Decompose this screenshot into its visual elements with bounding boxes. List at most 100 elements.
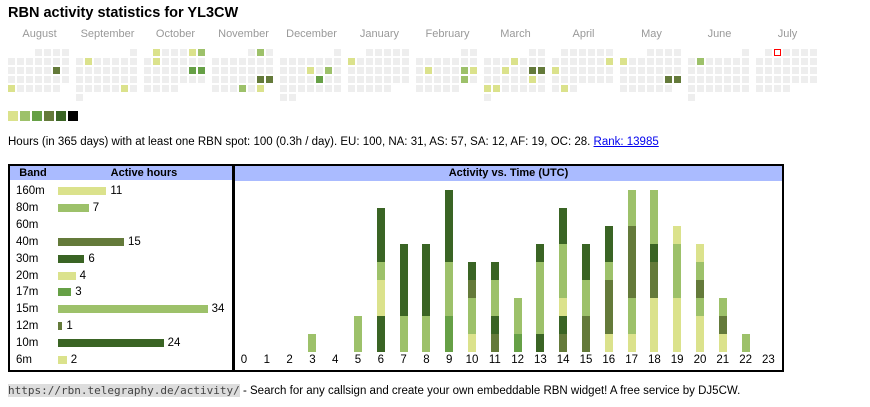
day-cell[interactable] — [257, 85, 264, 92]
day-cell[interactable] — [103, 67, 110, 74]
day-cell[interactable] — [511, 85, 518, 92]
day-cell[interactable] — [402, 58, 409, 65]
day-cell[interactable] — [792, 58, 799, 65]
day-cell[interactable] — [307, 58, 314, 65]
day-cell[interactable] — [130, 85, 137, 92]
day-cell[interactable] — [665, 49, 672, 56]
day-cell[interactable] — [53, 58, 60, 65]
day-cell[interactable] — [742, 49, 749, 56]
day-cell[interactable] — [783, 85, 790, 92]
day-cell[interactable] — [153, 49, 160, 56]
day-cell[interactable] — [248, 85, 255, 92]
day-cell[interactable] — [112, 67, 119, 74]
day-cell[interactable] — [8, 76, 15, 83]
day-cell[interactable] — [189, 67, 196, 74]
day-cell[interactable] — [8, 67, 15, 74]
day-cell[interactable] — [334, 49, 341, 56]
day-cell[interactable] — [620, 85, 627, 92]
day-cell[interactable] — [706, 85, 713, 92]
day-cell[interactable] — [130, 58, 137, 65]
day-cell[interactable] — [334, 76, 341, 83]
day-cell[interactable] — [53, 76, 60, 83]
day-cell[interactable] — [334, 58, 341, 65]
day-cell[interactable] — [384, 49, 391, 56]
day-cell[interactable] — [221, 76, 228, 83]
day-cell[interactable] — [520, 67, 527, 74]
day-cell[interactable] — [697, 67, 704, 74]
day-cell[interactable] — [552, 67, 559, 74]
day-cell[interactable] — [180, 49, 187, 56]
day-cell[interactable] — [484, 85, 491, 92]
day-cell[interactable] — [94, 58, 101, 65]
day-cell[interactable] — [570, 49, 577, 56]
day-cell[interactable] — [656, 76, 663, 83]
day-cell[interactable] — [629, 76, 636, 83]
day-cell[interactable] — [697, 58, 704, 65]
day-cell[interactable] — [280, 58, 287, 65]
day-cell[interactable] — [239, 58, 246, 65]
day-cell[interactable] — [570, 67, 577, 74]
day-cell[interactable] — [348, 76, 355, 83]
day-cell[interactable] — [85, 67, 92, 74]
day-cell[interactable] — [810, 49, 817, 56]
day-cell[interactable] — [266, 49, 273, 56]
day-cell[interactable] — [674, 58, 681, 65]
day-cell[interactable] — [588, 58, 595, 65]
day-cell[interactable] — [153, 76, 160, 83]
day-cell[interactable] — [35, 67, 42, 74]
day-cell[interactable] — [221, 85, 228, 92]
day-cell[interactable] — [384, 85, 391, 92]
day-cell[interactable] — [484, 58, 491, 65]
day-cell[interactable] — [180, 67, 187, 74]
day-cell[interactable] — [502, 85, 509, 92]
day-cell[interactable] — [257, 49, 264, 56]
day-cell[interactable] — [325, 58, 332, 65]
day-cell[interactable] — [266, 76, 273, 83]
day-cell[interactable] — [511, 67, 518, 74]
day-cell[interactable] — [570, 85, 577, 92]
day-cell[interactable] — [674, 76, 681, 83]
day-cell[interactable] — [656, 67, 663, 74]
day-cell[interactable] — [94, 76, 101, 83]
day-cell[interactable] — [588, 49, 595, 56]
day-cell[interactable] — [461, 58, 468, 65]
day-cell[interactable] — [212, 76, 219, 83]
day-cell[interactable] — [189, 49, 196, 56]
day-cell[interactable] — [62, 67, 69, 74]
day-cell[interactable] — [570, 58, 577, 65]
day-cell[interactable] — [425, 76, 432, 83]
day-cell[interactable] — [366, 67, 373, 74]
day-cell[interactable] — [76, 58, 83, 65]
day-cell[interactable] — [733, 58, 740, 65]
day-cell[interactable] — [765, 49, 772, 56]
day-cell[interactable] — [212, 67, 219, 74]
day-cell[interactable] — [579, 58, 586, 65]
day-cell[interactable] — [425, 58, 432, 65]
day-cell[interactable] — [221, 58, 228, 65]
day-cell[interactable] — [561, 85, 568, 92]
day-cell[interactable] — [629, 58, 636, 65]
day-cell[interactable] — [375, 49, 382, 56]
day-cell[interactable] — [765, 76, 772, 83]
day-cell[interactable] — [212, 58, 219, 65]
day-cell[interactable] — [452, 67, 459, 74]
day-cell[interactable] — [470, 67, 477, 74]
day-cell[interactable] — [375, 58, 382, 65]
day-cell[interactable] — [76, 85, 83, 92]
day-cell[interactable] — [35, 49, 42, 56]
day-cell[interactable] — [85, 58, 92, 65]
day-cell[interactable] — [384, 67, 391, 74]
day-cell[interactable] — [112, 58, 119, 65]
day-cell[interactable] — [402, 49, 409, 56]
day-cell[interactable] — [724, 76, 731, 83]
day-cell[interactable] — [325, 85, 332, 92]
day-cell[interactable] — [44, 58, 51, 65]
day-cell[interactable] — [198, 49, 205, 56]
day-cell[interactable] — [620, 67, 627, 74]
day-cell[interactable] — [715, 85, 722, 92]
day-cell[interactable] — [248, 58, 255, 65]
day-cell[interactable] — [656, 49, 663, 56]
today-cell[interactable] — [774, 49, 781, 56]
day-cell[interactable] — [561, 58, 568, 65]
day-cell[interactable] — [733, 85, 740, 92]
